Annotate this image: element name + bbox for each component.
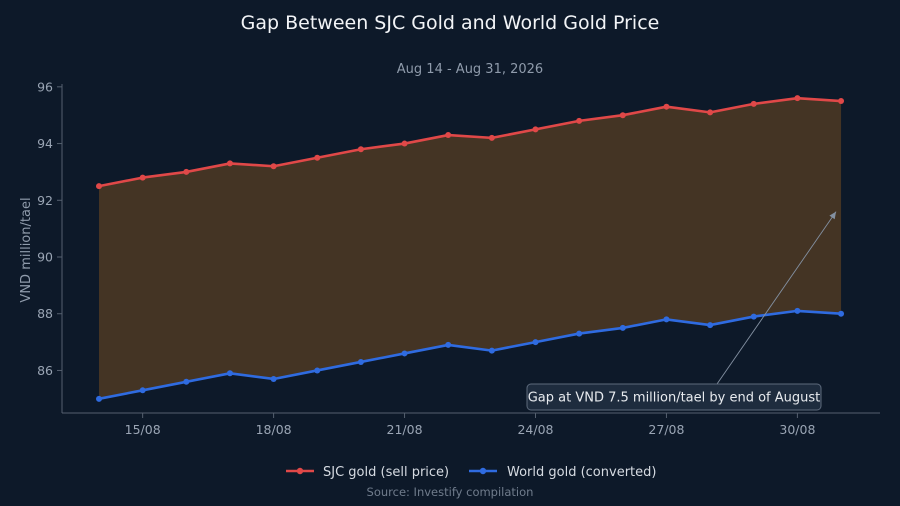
data-point xyxy=(576,117,583,124)
data-point xyxy=(314,367,321,374)
y-tick-label: 92 xyxy=(37,193,53,208)
data-point xyxy=(357,146,364,153)
series-line xyxy=(98,309,842,401)
data-point xyxy=(226,160,233,167)
data-point xyxy=(401,140,408,147)
x-ticks: 15/08 18/08 21/08 24/08 27/08 30/08 xyxy=(125,413,815,437)
legend-item-world: World gold (converted) xyxy=(469,465,656,480)
legend-marker-sjc xyxy=(296,467,304,475)
data-point xyxy=(619,112,626,119)
annotation: Gap at VND 7.5 million/tael by end of Au… xyxy=(526,211,837,411)
x-tick-label: 21/08 xyxy=(387,422,423,437)
data-point xyxy=(576,330,583,337)
y-tick-label: 86 xyxy=(37,363,53,378)
annotation-arrow xyxy=(716,211,837,385)
data-point xyxy=(488,347,495,354)
data-point xyxy=(139,174,146,181)
series-0 xyxy=(96,95,845,190)
x-tick-label: 30/08 xyxy=(779,422,815,437)
legend-label-sjc: SJC gold (sell price) xyxy=(323,465,449,480)
y-tick-label: 94 xyxy=(37,136,53,151)
y-tick-label: 88 xyxy=(37,306,53,321)
data-point xyxy=(750,100,757,107)
data-point xyxy=(183,168,190,175)
data-point xyxy=(663,316,670,323)
data-point xyxy=(532,339,539,346)
annotation-arrowhead xyxy=(829,211,837,220)
data-point xyxy=(357,358,364,365)
y-tick-label: 90 xyxy=(37,250,53,265)
source-note: Source: Investify compilation xyxy=(367,485,534,499)
data-point xyxy=(663,103,670,110)
x-tick-label: 18/08 xyxy=(256,422,292,437)
gap-fill-area xyxy=(99,98,842,399)
series-layer xyxy=(96,95,845,402)
data-point xyxy=(226,370,233,377)
annotation-text: Gap at VND 7.5 million/tael by end of Au… xyxy=(528,391,821,406)
plot-area: 86 88 90 92 94 96 15/08 18/08 21/08 24/08 27/08 30… xyxy=(37,79,880,437)
data-point xyxy=(838,310,845,317)
data-point xyxy=(314,154,321,161)
data-point xyxy=(270,163,277,170)
y-ticks: 86 88 90 92 94 96 xyxy=(37,79,62,378)
x-tick-label: 15/08 xyxy=(125,422,161,437)
data-point xyxy=(707,109,714,116)
data-point xyxy=(794,95,801,102)
annotation-box xyxy=(526,383,822,411)
data-point xyxy=(488,134,495,141)
data-point xyxy=(183,378,190,385)
data-point xyxy=(445,341,452,348)
data-point xyxy=(96,183,102,190)
data-point xyxy=(96,395,102,402)
data-point xyxy=(794,307,801,314)
x-tick-label: 27/08 xyxy=(648,422,684,437)
chart-subtitle: Aug 14 - Aug 31, 2026 xyxy=(397,62,543,77)
data-point xyxy=(270,375,277,382)
series-line xyxy=(98,96,842,188)
data-point xyxy=(619,324,626,331)
y-axis-label: VND million/tael xyxy=(19,197,34,302)
data-point xyxy=(707,322,714,329)
data-point xyxy=(139,387,146,394)
legend: SJC gold (sell price) World gold (conver… xyxy=(286,465,656,480)
chart-title: Gap Between SJC Gold and World Gold Pric… xyxy=(241,12,660,34)
data-point xyxy=(445,132,452,139)
series-1 xyxy=(96,307,845,402)
data-point xyxy=(532,126,539,133)
x-tick-label: 24/08 xyxy=(517,422,553,437)
legend-marker-world xyxy=(479,467,487,475)
legend-item-sjc: SJC gold (sell price) xyxy=(286,465,449,480)
y-tick-label: 96 xyxy=(37,79,53,94)
data-point xyxy=(750,313,757,320)
data-point xyxy=(401,350,408,357)
data-point xyxy=(838,98,845,105)
legend-label-world: World gold (converted) xyxy=(507,465,656,480)
